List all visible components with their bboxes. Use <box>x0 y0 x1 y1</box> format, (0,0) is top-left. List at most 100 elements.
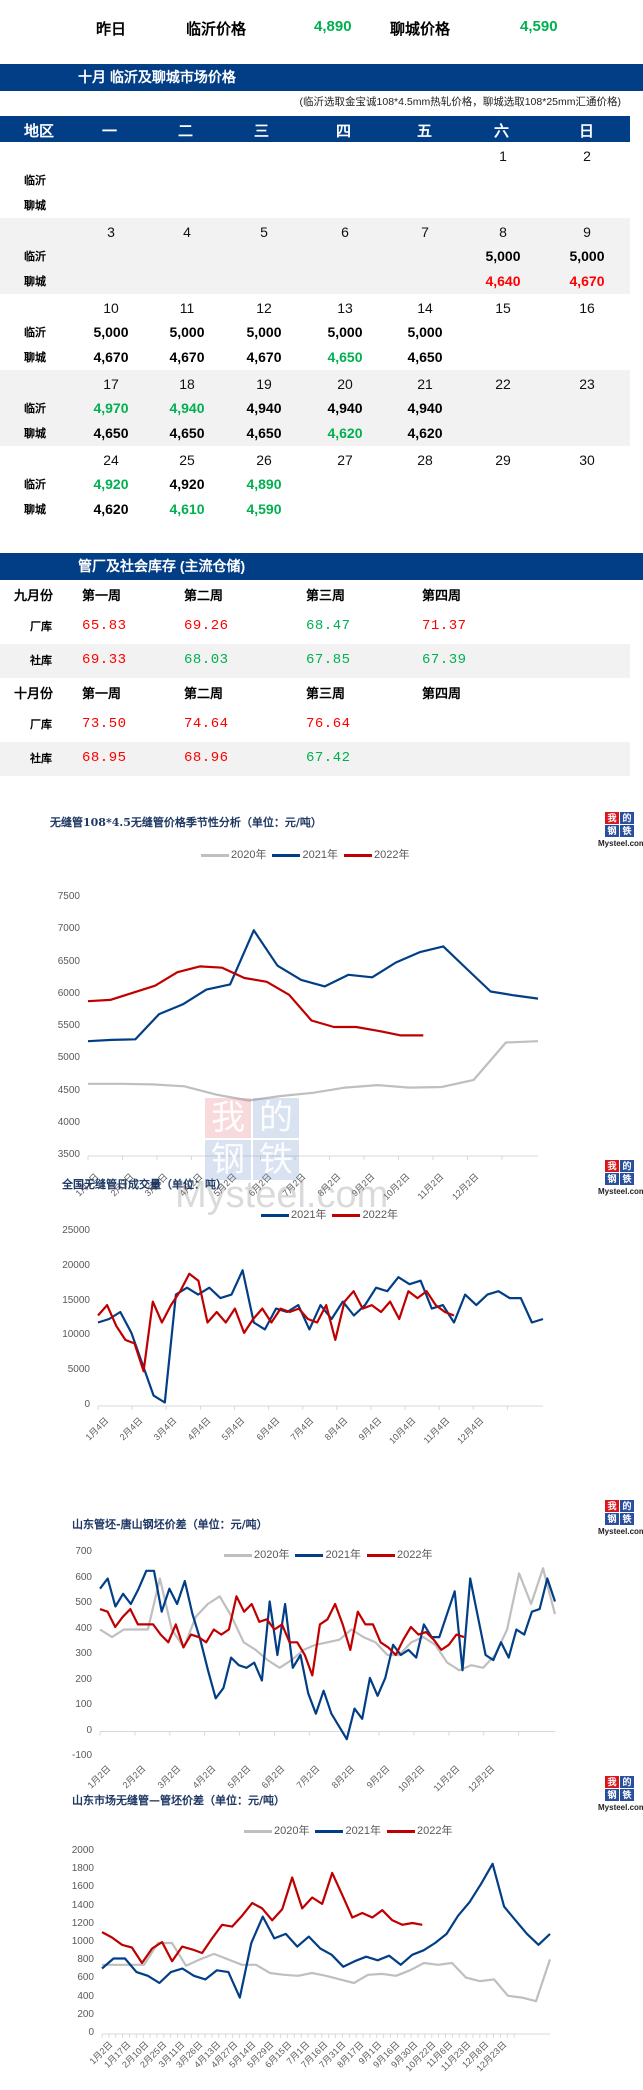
day-number: 30 <box>579 452 595 468</box>
logo-text: Mysteel.com <box>598 1803 643 1812</box>
week-label: 第三周 <box>306 687 346 702</box>
legend-label: 2022年 <box>373 849 410 861</box>
header-fri: 五 <box>417 123 433 140</box>
liaocheng-price-cell: 4,650 <box>327 349 363 365</box>
row-label-linyi: 临沂 <box>24 326 46 339</box>
week-label: 第一周 <box>82 589 122 604</box>
row-label-linyi: 临沂 <box>24 250 46 263</box>
y-tick-label: 600 <box>77 1972 94 1984</box>
watermark-text: Mysteel.com <box>175 1174 389 1216</box>
day-number: 3 <box>107 224 115 240</box>
logo-char: 铁 <box>620 825 634 837</box>
liaocheng-price-cell: 4,650 <box>169 425 205 441</box>
y-tick-label: 1800 <box>71 1863 94 1875</box>
inventory-row-label: 社库 <box>30 752 52 765</box>
day-number: 17 <box>103 376 119 392</box>
chart-3: 山东管坯-唐山钢坯价差（单位：元/吨） 我 的 钢 铁 Mysteel.com … <box>0 1500 643 1794</box>
day-number: 15 <box>495 300 511 316</box>
row-label-liaocheng: 聊城 <box>24 275 46 288</box>
day-number: 18 <box>179 376 195 392</box>
liaocheng-price-cell: 4,670 <box>93 349 129 365</box>
legend-label: 2021年 <box>302 849 338 861</box>
y-tick-label: 10000 <box>62 1329 90 1341</box>
y-tick-label: 0 <box>84 1399 90 1410</box>
inventory-value: 71.37 <box>422 618 467 634</box>
logo-text: Mysteel.com <box>598 839 643 848</box>
row-label-liaocheng: 聊城 <box>24 427 46 440</box>
week-label: 第二周 <box>184 687 224 702</box>
y-tick-label: 0 <box>88 2027 94 2038</box>
liaocheng-price-cell: 4,620 <box>407 425 443 441</box>
legend-swatch <box>261 1213 289 1217</box>
day-number: 7 <box>421 224 429 240</box>
linyi-price-cell: 4,920 <box>93 476 129 492</box>
legend-label: 2021年 <box>345 1825 381 1837</box>
legend-swatch <box>315 1829 344 1833</box>
y-tick-label: 300 <box>75 1648 92 1659</box>
watermark-char: 我 <box>205 1098 251 1138</box>
linyi-price-cell: 4,940 <box>246 400 282 416</box>
chart-plot <box>97 1269 544 1410</box>
y-tick-label: 1200 <box>71 1917 94 1929</box>
linyi-price-cell: 4,890 <box>246 476 282 492</box>
logo-char: 钢 <box>605 1173 619 1185</box>
weekday-header: 地区 一 二 三 四 五 六 日 <box>0 116 630 142</box>
legend-label: 2021年 <box>325 1549 361 1561</box>
linyi-price-cell: 5,000 <box>169 324 205 340</box>
y-tick-label: 3500 <box>57 1149 80 1160</box>
y-tick-label: 600 <box>75 1571 92 1583</box>
logo-char: 我 <box>605 1160 619 1172</box>
watermark-char: 铁 <box>253 1140 299 1180</box>
y-tick-label: 700 <box>75 1546 92 1557</box>
legend-label: 2022年 <box>362 1209 398 1221</box>
linyi-price-cell: 4,970 <box>93 400 129 416</box>
inventory-month-header: 十月份 第一周 第二周 第三周 第四周 <box>0 678 630 704</box>
y-tick-label: 400 <box>77 1990 94 2002</box>
header-tue: 二 <box>178 123 194 140</box>
chart-title: 全国无缝管日成交量（单位：吨） <box>62 1178 227 1191</box>
day-number: 6 <box>341 224 349 240</box>
inventory-value: 65.83 <box>82 618 127 634</box>
chart-1: 无缝管108*4.5无缝管价格季节性分析（单位：元/吨） 我 的 钢 铁 Mys… <box>0 800 643 1202</box>
week-label: 第二周 <box>184 589 224 604</box>
inventory-row: 社库 69.33 68.03 67.85 67.39 <box>0 644 630 678</box>
y-tick-label: 20000 <box>62 1259 90 1271</box>
calendar-week-row: 临沂 聊城 3 4 5 6 7 8 5,000 4,640 9 5,000 4,670 <box>0 218 630 294</box>
month-label: 十月份 <box>14 687 54 702</box>
calendar-week-row: 临沂 聊城 10 5,000 4,670 11 5,000 4,670 12 5,000 4,670… <box>0 294 630 370</box>
liaocheng-price-cell: 4,620 <box>93 501 129 517</box>
day-number: 14 <box>417 300 433 316</box>
linyi-price-cell: 5,000 <box>93 324 129 340</box>
inventory-row-label: 厂库 <box>30 620 52 633</box>
mysteel-logo: 我 的 钢 铁 Mysteel.com <box>598 1776 643 1816</box>
day-number: 25 <box>179 452 195 468</box>
day-number: 1 <box>499 148 507 164</box>
row-label-linyi: 临沂 <box>24 478 46 491</box>
y-tick-label: 4000 <box>57 1116 80 1128</box>
day-number: 2 <box>583 148 591 164</box>
inventory-value: 67.85 <box>306 652 351 668</box>
row-label-linyi: 临沂 <box>24 402 46 415</box>
mysteel-logo: 我 的 钢 铁 Mysteel.com <box>598 1500 643 1540</box>
y-tick-label: 6000 <box>57 987 80 999</box>
watermark-char: 钢 <box>205 1140 251 1180</box>
logo-char: 钢 <box>605 825 619 837</box>
mysteel-logo: 我 的 钢 铁 Mysteel.com <box>598 1160 643 1200</box>
calendar-week-row: 临沂 聊城 17 4,970 4,650 18 4,940 4,650 19 4,940 4,650… <box>0 370 630 446</box>
logo-char: 铁 <box>620 1513 634 1525</box>
inventory-value: 73.50 <box>82 716 127 732</box>
legend-label: 2022年 <box>416 1825 453 1837</box>
inventory-row-label: 厂库 <box>30 718 52 731</box>
inventory-value: 74.64 <box>184 716 229 732</box>
y-tick-label: 200 <box>75 1673 92 1685</box>
week-label: 第四周 <box>422 687 462 702</box>
logo-char: 的 <box>620 812 634 824</box>
y-tick-label: -100 <box>71 1750 92 1761</box>
legend-swatch <box>244 1829 272 1833</box>
calendar-week-row: 临沂 聊城 1 2 <box>0 142 630 218</box>
mysteel-logo: 我 的 钢 铁 Mysteel.com <box>598 812 643 852</box>
day-number: 16 <box>579 300 595 316</box>
week-label: 第三周 <box>306 589 346 604</box>
logo-text: Mysteel.com <box>598 1187 643 1196</box>
linyi-price-cell: 4,940 <box>407 400 443 416</box>
